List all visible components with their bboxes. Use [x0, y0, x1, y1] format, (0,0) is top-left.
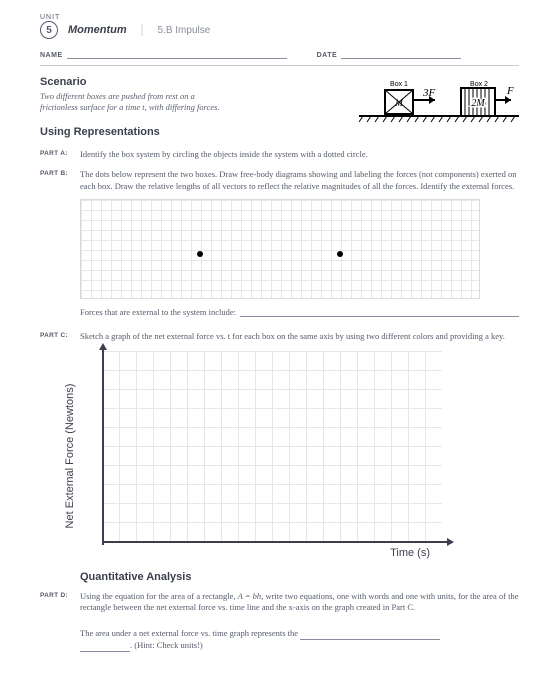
quant-title: Quantitative Analysis: [80, 571, 519, 583]
separator: |: [141, 22, 144, 38]
part-a: PART A: Identify the box system by circl…: [40, 149, 519, 161]
divider: [40, 65, 519, 66]
answer-blank-2[interactable]: [80, 643, 130, 652]
name-label: NAME: [40, 52, 63, 59]
svg-text:3F: 3F: [422, 87, 436, 99]
using-reps-title: Using Representations: [40, 126, 347, 138]
part-c-label: PART C:: [40, 331, 74, 343]
part-a-text: Identify the box system by circling the …: [80, 149, 519, 161]
x-axis-label: Time (s): [390, 547, 430, 559]
part-b: PART B: The dots below represent the two…: [40, 169, 519, 193]
dot-box2: [337, 251, 343, 257]
force-time-graph: Net External Force (Newtons) Time (s): [80, 351, 460, 561]
part-c-text: Sketch a graph of the net external force…: [80, 331, 519, 343]
part-d-text: Using the equation for the area of a rec…: [80, 591, 519, 615]
scenario-text: Two different boxes are pushed from rest…: [40, 91, 347, 114]
y-axis: [102, 347, 104, 545]
unit-title: Momentum: [68, 24, 127, 36]
external-blank[interactable]: [240, 308, 519, 317]
part-b-label: PART B:: [40, 169, 74, 193]
graph-grid: [102, 351, 442, 541]
part-d-footer: The area under a net external force vs. …: [80, 628, 519, 652]
unit-number-circle: 5: [40, 21, 58, 39]
worksheet-page: UNIT 5 Momentum | 5.B Impulse NAME DATE …: [0, 0, 559, 700]
name-blank[interactable]: [67, 49, 287, 59]
part-d-label: PART D:: [40, 591, 74, 615]
scenario-title: Scenario: [40, 76, 347, 88]
boxes-diagram: Box 1 M 3F Box 2 2M: [359, 76, 519, 141]
external-forces-prompt: Forces that are external to the system i…: [80, 307, 519, 317]
y-axis-label: Net External Force (Newtons): [64, 383, 76, 528]
svg-text:F: F: [506, 85, 514, 97]
box1-label: Box 1: [390, 81, 408, 88]
svg-text:Box 2: Box 2: [470, 81, 488, 88]
date-blank[interactable]: [341, 49, 461, 59]
part-a-label: PART A:: [40, 149, 74, 161]
formula: A = bh: [238, 591, 262, 601]
dot-box1: [197, 251, 203, 257]
part-b-text: The dots below represent the two boxes. …: [80, 169, 519, 193]
answer-blank[interactable]: [300, 631, 440, 640]
name-date-row: NAME DATE: [40, 49, 519, 59]
unit-label: UNIT: [40, 14, 519, 21]
scenario-row: Scenario Two different boxes are pushed …: [40, 76, 519, 141]
x-axis: [102, 541, 450, 543]
svg-text:M: M: [394, 98, 403, 108]
part-d: PART D: Using the equation for the area …: [40, 591, 519, 615]
unit-header: UNIT 5 Momentum | 5.B Impulse: [40, 14, 519, 39]
unit-subtitle: 5.B Impulse: [157, 25, 210, 36]
fbd-grid: [80, 199, 480, 299]
svg-text:2M: 2M: [471, 98, 485, 109]
date-label: DATE: [317, 52, 338, 59]
part-c: PART C: Sketch a graph of the net extern…: [40, 331, 519, 343]
